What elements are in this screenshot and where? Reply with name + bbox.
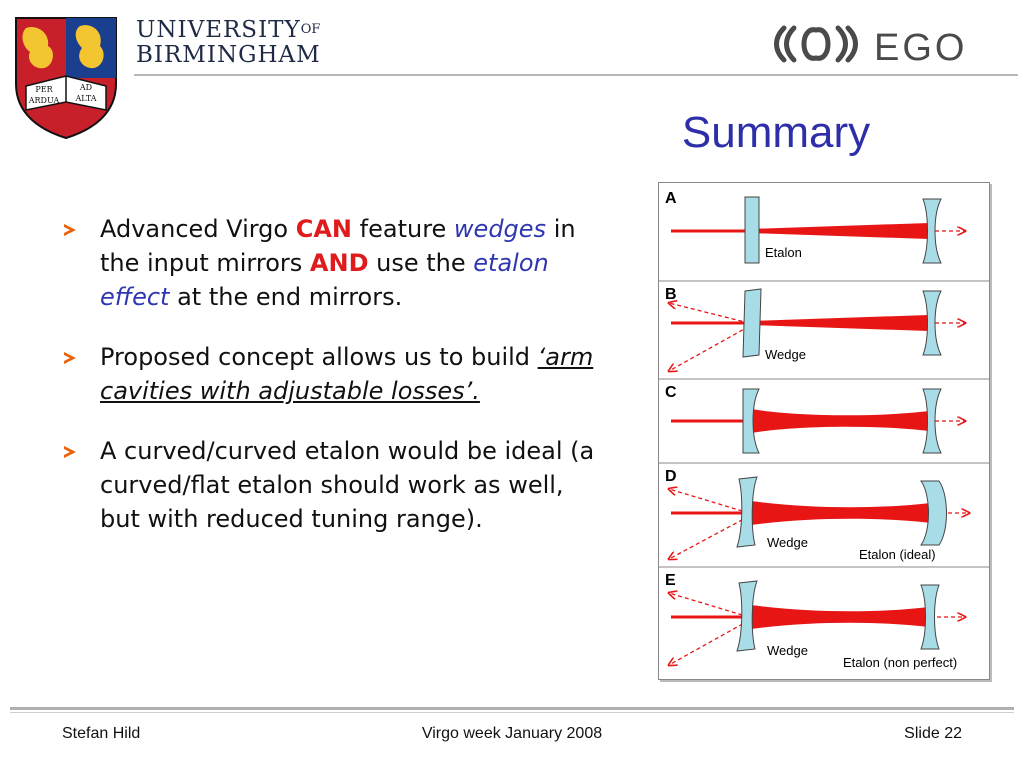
bullet-1-text-d: use the — [368, 249, 474, 277]
header-divider — [134, 74, 1018, 76]
bullet-arrow-icon — [64, 446, 76, 458]
figure-panel-d: D Wedge Etalon (ideal) — [665, 468, 969, 562]
label-wedge-b: Wedge — [765, 347, 806, 362]
label-etalon-ideal: Etalon (ideal) — [859, 547, 936, 562]
university-name-line1: UNIVERSITYOF — [136, 17, 321, 43]
label-etalon-non-perfect: Etalon (non perfect) — [843, 655, 957, 670]
panel-letter-e: E — [665, 572, 676, 589]
label-wedge-d: Wedge — [767, 535, 808, 550]
footer-slide-number: Slide 22 — [904, 725, 962, 742]
footer-author: Stefan Hild — [62, 725, 141, 742]
ego-logo-text: EGO — [874, 27, 967, 68]
crest-text-ardua: ARDUA — [28, 96, 60, 105]
bullet-1-text-c: in the input mirrors — [100, 215, 576, 277]
footer-divider-thin — [10, 712, 1014, 713]
bullet-item-2: Proposed concept allows us to build ‘arm… — [64, 340, 604, 408]
figure-panel-c: C — [665, 384, 965, 454]
panel-letter-d: D — [665, 468, 677, 485]
bullet-item-3: A curved/curved etalon would be ideal (a… — [64, 434, 604, 536]
ego-logo: EGO — [774, 25, 967, 68]
bullet-arrow-icon — [64, 224, 76, 236]
bullet-item-1: Advanced Virgo CAN feature wedges in the… — [64, 212, 604, 314]
bullet-1-text-a: Advanced Virgo — [100, 215, 296, 243]
panel-letter-a: A — [665, 190, 677, 207]
figure-panel-b: B Wedge — [665, 286, 965, 371]
slide-title: Summary — [681, 108, 871, 157]
crest-text-alta: ALTA — [74, 94, 96, 103]
label-wedge-e: Wedge — [767, 643, 808, 658]
bullet-3-text: A curved/curved etalon would be ideal (a… — [100, 437, 595, 533]
bullet-1-can: CAN — [295, 215, 353, 243]
university-crest-logo: PER AD ARDUA ALTA — [15, 17, 117, 140]
university-name: UNIVERSITYOF BIRMINGHAM — [136, 18, 321, 68]
bullet-1-wedges: wedges — [453, 215, 547, 243]
label-etalon-a: Etalon — [765, 245, 802, 260]
footer-event: Virgo week January 2008 — [421, 725, 603, 742]
bullet-1-etalon-effect: etalon effect — [100, 249, 549, 311]
bullet-2-quote: ‘arm cavities with adjustable losses’. — [100, 343, 594, 405]
optical-configurations-figure: A Etalon B Wedge C D Wedge — [658, 182, 990, 680]
university-name-of: OF — [300, 22, 321, 37]
figure-panel-a: A Etalon — [665, 190, 965, 264]
crest-text-per: PER — [35, 85, 53, 94]
university-name-line2: BIRMINGHAM — [136, 42, 321, 68]
bullet-arrow-icon — [64, 352, 76, 364]
crest-text-ad: AD — [79, 83, 92, 92]
panel-letter-c: C — [665, 384, 677, 401]
footer-divider — [10, 707, 1014, 710]
bullet-1-text-b: feature — [352, 215, 454, 243]
bullet-2-text-a: Proposed concept allows us to build — [100, 343, 538, 371]
bullet-1-and: AND — [309, 249, 369, 277]
figure-panel-e: E Wedge Etalon (non perfect) — [665, 572, 965, 670]
bullet-list: Advanced Virgo CAN feature wedges in the… — [64, 212, 604, 562]
panel-letter-b: B — [665, 286, 677, 303]
bullet-1-text-e: at the end mirrors. — [169, 283, 403, 311]
